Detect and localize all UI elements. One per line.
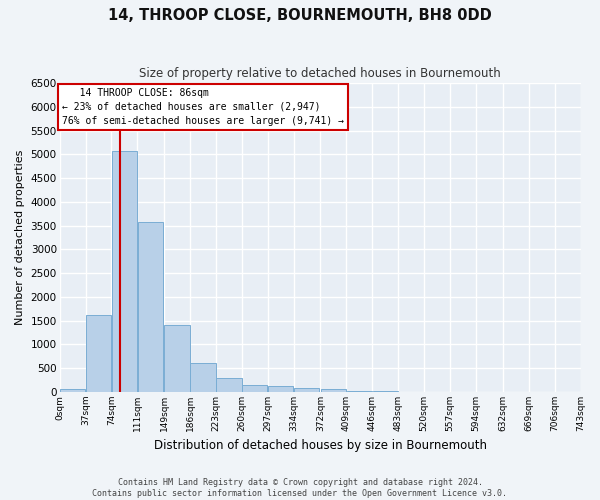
Y-axis label: Number of detached properties: Number of detached properties (15, 150, 25, 325)
Bar (216, 378, 242, 392)
Bar (164, 326, 190, 392)
Text: 14 THROOP CLOSE: 86sqm
← 23% of detached houses are smaller (2,947)
76% of semi-: 14 THROOP CLOSE: 86sqm ← 23% of detached… (62, 88, 344, 126)
Bar (190, 363, 215, 392)
Bar (242, 384, 268, 392)
Bar (112, 151, 137, 392)
Bar (60, 389, 85, 392)
X-axis label: Distribution of detached houses by size in Bournemouth: Distribution of detached houses by size … (154, 440, 487, 452)
Bar (86, 315, 111, 392)
Bar (138, 222, 163, 392)
Bar (321, 390, 346, 392)
Bar (294, 388, 319, 392)
Bar (347, 390, 372, 392)
Text: 14, THROOP CLOSE, BOURNEMOUTH, BH8 0DD: 14, THROOP CLOSE, BOURNEMOUTH, BH8 0DD (108, 8, 492, 22)
Bar (373, 391, 398, 392)
Bar (268, 386, 293, 392)
Text: Contains HM Land Registry data © Crown copyright and database right 2024.
Contai: Contains HM Land Registry data © Crown c… (92, 478, 508, 498)
Title: Size of property relative to detached houses in Bournemouth: Size of property relative to detached ho… (139, 68, 501, 80)
